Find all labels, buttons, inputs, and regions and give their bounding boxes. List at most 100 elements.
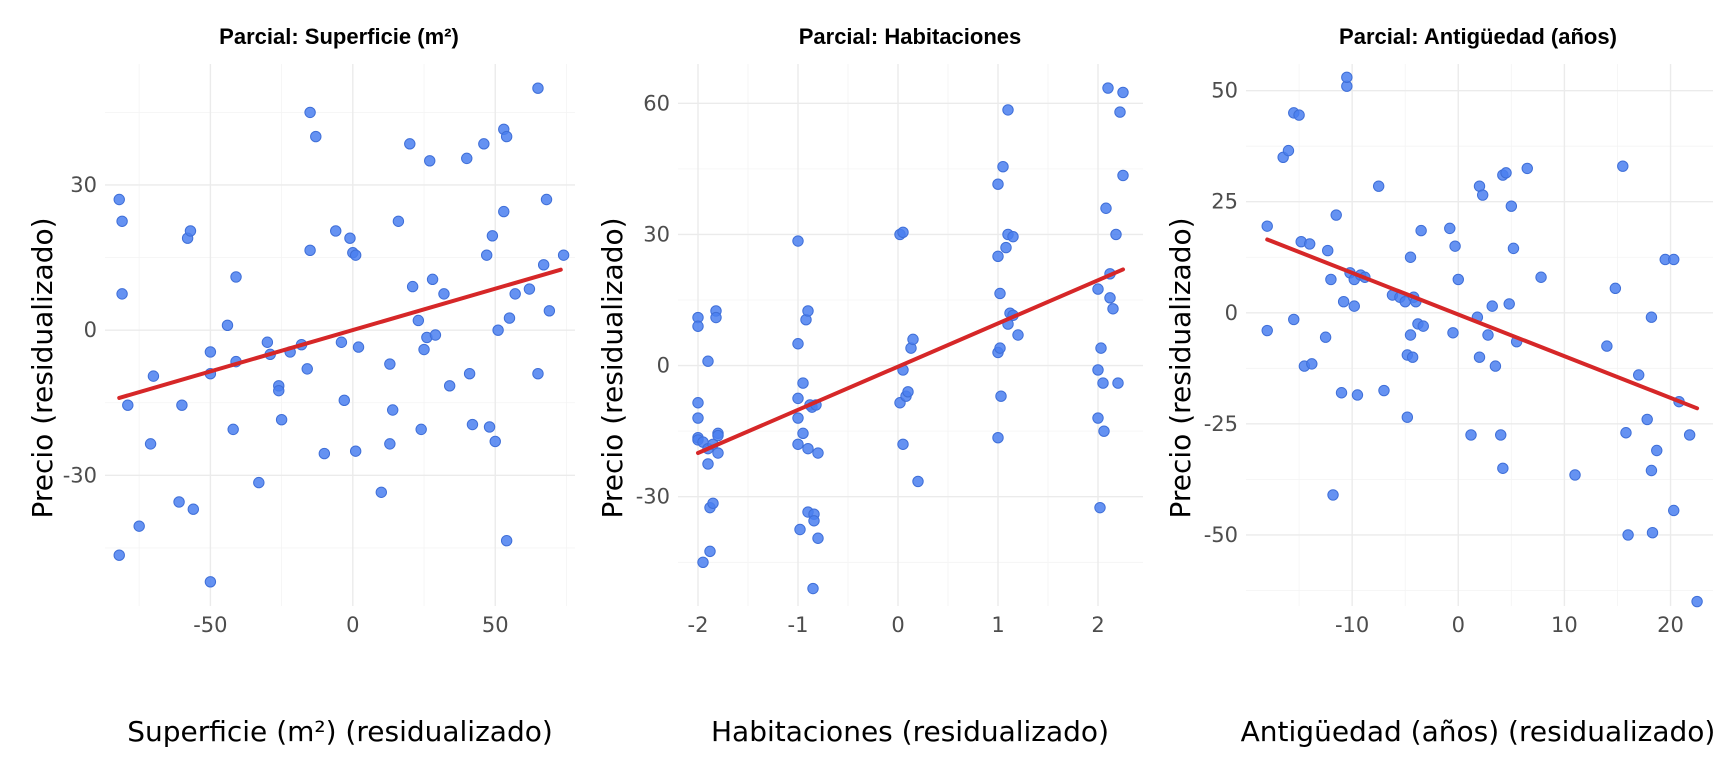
data-point xyxy=(204,346,217,358)
data-point xyxy=(712,447,724,459)
data-point xyxy=(509,288,521,300)
data-point xyxy=(1348,300,1360,312)
data-point xyxy=(204,576,217,588)
data-point xyxy=(704,545,716,558)
data-point xyxy=(1401,411,1414,423)
data-point xyxy=(344,232,356,244)
y-tick-label: 0 xyxy=(1225,301,1238,325)
data-point xyxy=(1293,109,1305,121)
regression-line xyxy=(696,267,1125,456)
data-point xyxy=(1337,295,1350,308)
data-point xyxy=(338,394,350,407)
data-point xyxy=(404,138,416,150)
data-point xyxy=(1691,595,1703,608)
data-point xyxy=(902,386,914,398)
data-point xyxy=(995,390,1007,402)
data-point xyxy=(710,311,722,324)
data-point xyxy=(349,445,362,457)
x-axis-title: Antigüedad (años) (residualizado) xyxy=(1241,715,1716,748)
data-point xyxy=(1012,329,1024,341)
data-point xyxy=(992,250,1004,263)
data-point xyxy=(812,532,824,544)
data-point xyxy=(386,404,399,416)
regression-line xyxy=(1265,237,1700,411)
data-point xyxy=(1335,387,1348,399)
data-point xyxy=(812,447,824,459)
data-point xyxy=(1094,501,1106,514)
data-point xyxy=(478,138,490,150)
data-point xyxy=(543,305,556,317)
data-point xyxy=(994,342,1006,354)
panel-title: Parcial: Habitaciones xyxy=(799,24,1022,49)
data-point xyxy=(1503,298,1515,310)
data-point xyxy=(500,534,513,547)
data-point xyxy=(1447,327,1459,339)
data-point xyxy=(1651,444,1663,457)
data-point xyxy=(997,161,1009,173)
data-point xyxy=(392,215,405,227)
data-point xyxy=(230,271,242,283)
data-point xyxy=(797,377,809,389)
data-point xyxy=(384,438,396,450)
y-tick-label: -30 xyxy=(63,463,97,487)
data-point xyxy=(1100,202,1112,214)
data-point xyxy=(1306,358,1318,370)
data-point xyxy=(116,215,128,227)
x-tick-label: 0 xyxy=(1452,613,1465,637)
data-point xyxy=(1303,238,1316,250)
plot-area: -2 -1 0 1 2 -30 0 30 60 xyxy=(636,64,1143,637)
data-point xyxy=(227,423,239,436)
data-point xyxy=(1617,160,1629,172)
y-axis-title: Precio (residualizado) xyxy=(26,217,59,518)
y-tick-label: 0 xyxy=(657,354,670,378)
data-point xyxy=(692,320,704,332)
data-point xyxy=(1341,71,1353,84)
data-point xyxy=(1097,377,1109,389)
data-point xyxy=(1372,180,1385,192)
data-point xyxy=(438,288,450,300)
data-point xyxy=(1465,429,1477,441)
data-point xyxy=(1114,106,1126,118)
data-point xyxy=(1415,224,1427,237)
data-point xyxy=(483,421,496,433)
x-axis-title: Superficie (m²) (residualizado) xyxy=(127,715,553,748)
data-point xyxy=(992,178,1004,190)
data-point xyxy=(1633,369,1645,381)
data-point xyxy=(1497,462,1509,474)
data-point xyxy=(1417,320,1429,332)
data-point xyxy=(532,368,544,380)
data-point xyxy=(1112,377,1124,389)
data-point xyxy=(498,205,510,218)
data-point xyxy=(1482,329,1494,341)
data-point xyxy=(330,225,342,237)
y-tick-label: 60 xyxy=(643,91,670,115)
data-point xyxy=(1521,162,1533,175)
data-point xyxy=(1668,253,1680,266)
data-point xyxy=(794,523,806,536)
y-tick-label: 50 xyxy=(1211,79,1238,103)
data-point xyxy=(1609,282,1622,295)
data-point xyxy=(352,341,365,353)
data-point xyxy=(1092,283,1104,295)
plot-area: -50 0 50 -30 0 30 xyxy=(63,64,575,637)
data-point xyxy=(147,370,160,382)
panel-habitaciones: -2 -1 0 1 2 -30 0 30 60 Parcial: Habitaciones Ha… xyxy=(596,24,1143,748)
data-point xyxy=(221,319,234,332)
data-point xyxy=(253,476,265,489)
x-tick-label: 0 xyxy=(891,613,904,637)
data-point xyxy=(1505,200,1518,212)
y-tick-label: -30 xyxy=(636,485,670,509)
data-point xyxy=(375,486,388,498)
data-point xyxy=(429,329,442,341)
data-point xyxy=(1535,271,1547,283)
data-point xyxy=(480,249,493,261)
data-point xyxy=(897,438,909,450)
data-point xyxy=(1378,384,1390,397)
data-point xyxy=(1406,351,1419,363)
data-point xyxy=(1645,311,1658,323)
data-point xyxy=(1110,228,1122,241)
data-point xyxy=(1404,251,1417,263)
x-axis-title: Habitaciones (residualizado) xyxy=(711,715,1109,748)
data-point xyxy=(1351,389,1364,401)
y-tick-label: 30 xyxy=(643,222,670,246)
